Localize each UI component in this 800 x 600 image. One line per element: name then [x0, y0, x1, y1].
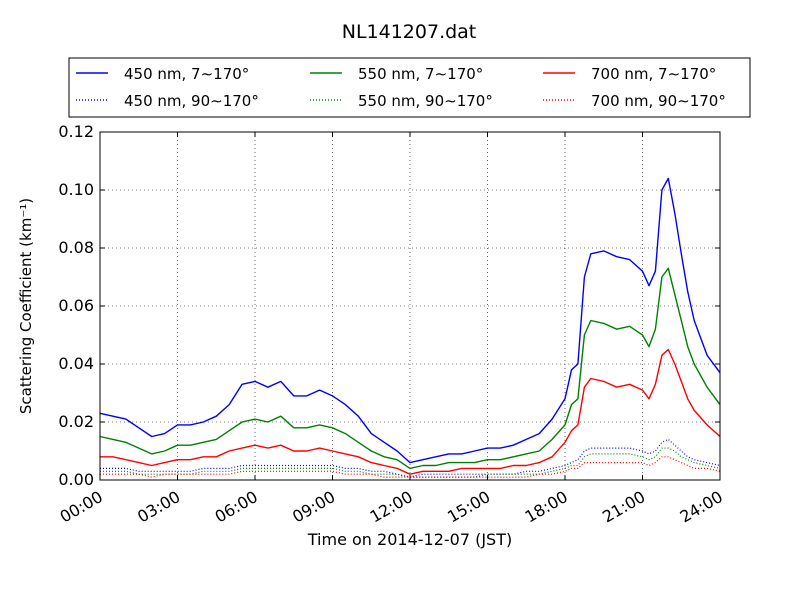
y-tick-label: 0.02 [58, 412, 94, 431]
y-tick-labels: 0.00 0.02 0.04 0.06 0.08 0.10 0.12 [58, 122, 94, 489]
x-tick-label: 00:00 [57, 487, 106, 527]
x-tick-label: 15:00 [444, 487, 493, 527]
x-tick-label: 21:00 [599, 487, 648, 527]
y-tick-label: 0.12 [58, 122, 94, 141]
series-line-3 [100, 438, 721, 478]
y-tick-label: 0.00 [58, 470, 94, 489]
x-tick-labels: 00:00 03:00 06:00 09:00 12:00 15:00 18:00 21:00… [57, 487, 726, 527]
series-line-1 [99, 267, 721, 470]
x-tick-label: 09:00 [289, 487, 338, 527]
legend-label: 450 nm, 7∼170° [124, 65, 249, 83]
series-line-0 [99, 177, 721, 464]
x-axis-label: Time on 2014-12-07 (JST) [307, 530, 512, 549]
y-tick-label: 0.04 [58, 354, 94, 373]
x-tick-label: 03:00 [134, 487, 183, 527]
x-tick-label: 24:00 [677, 487, 726, 527]
x-tick-label: 06:00 [212, 487, 261, 527]
legend-label: 700 nm, 90∼170° [591, 92, 726, 110]
axis-ticks [99, 131, 721, 481]
legend-box [68, 57, 751, 118]
legend-label: 700 nm, 7∼170° [591, 65, 716, 83]
y-axis-label: Scattering Coefficient (km⁻¹) [17, 198, 35, 414]
legend: 450 nm, 7∼170° 550 nm, 7∼170° 700 nm, 7∼17… [68, 57, 751, 118]
x-tick-label: 12:00 [367, 487, 416, 527]
legend-label: 450 nm, 90∼170° [124, 92, 259, 110]
series-lines [99, 177, 721, 478]
y-tick-label: 0.08 [58, 238, 94, 257]
y-tick-label: 0.06 [58, 296, 94, 315]
y-tick-label: 0.10 [58, 180, 94, 199]
legend-label: 550 nm, 90∼170° [358, 92, 493, 110]
x-tick-label: 18:00 [522, 487, 571, 527]
grid [100, 132, 720, 480]
chart-title: NL141207.dat [342, 21, 477, 43]
series-line-4 [100, 447, 721, 478]
series-line-2 [100, 348, 721, 475]
legend-label: 550 nm, 7∼170° [358, 65, 483, 83]
